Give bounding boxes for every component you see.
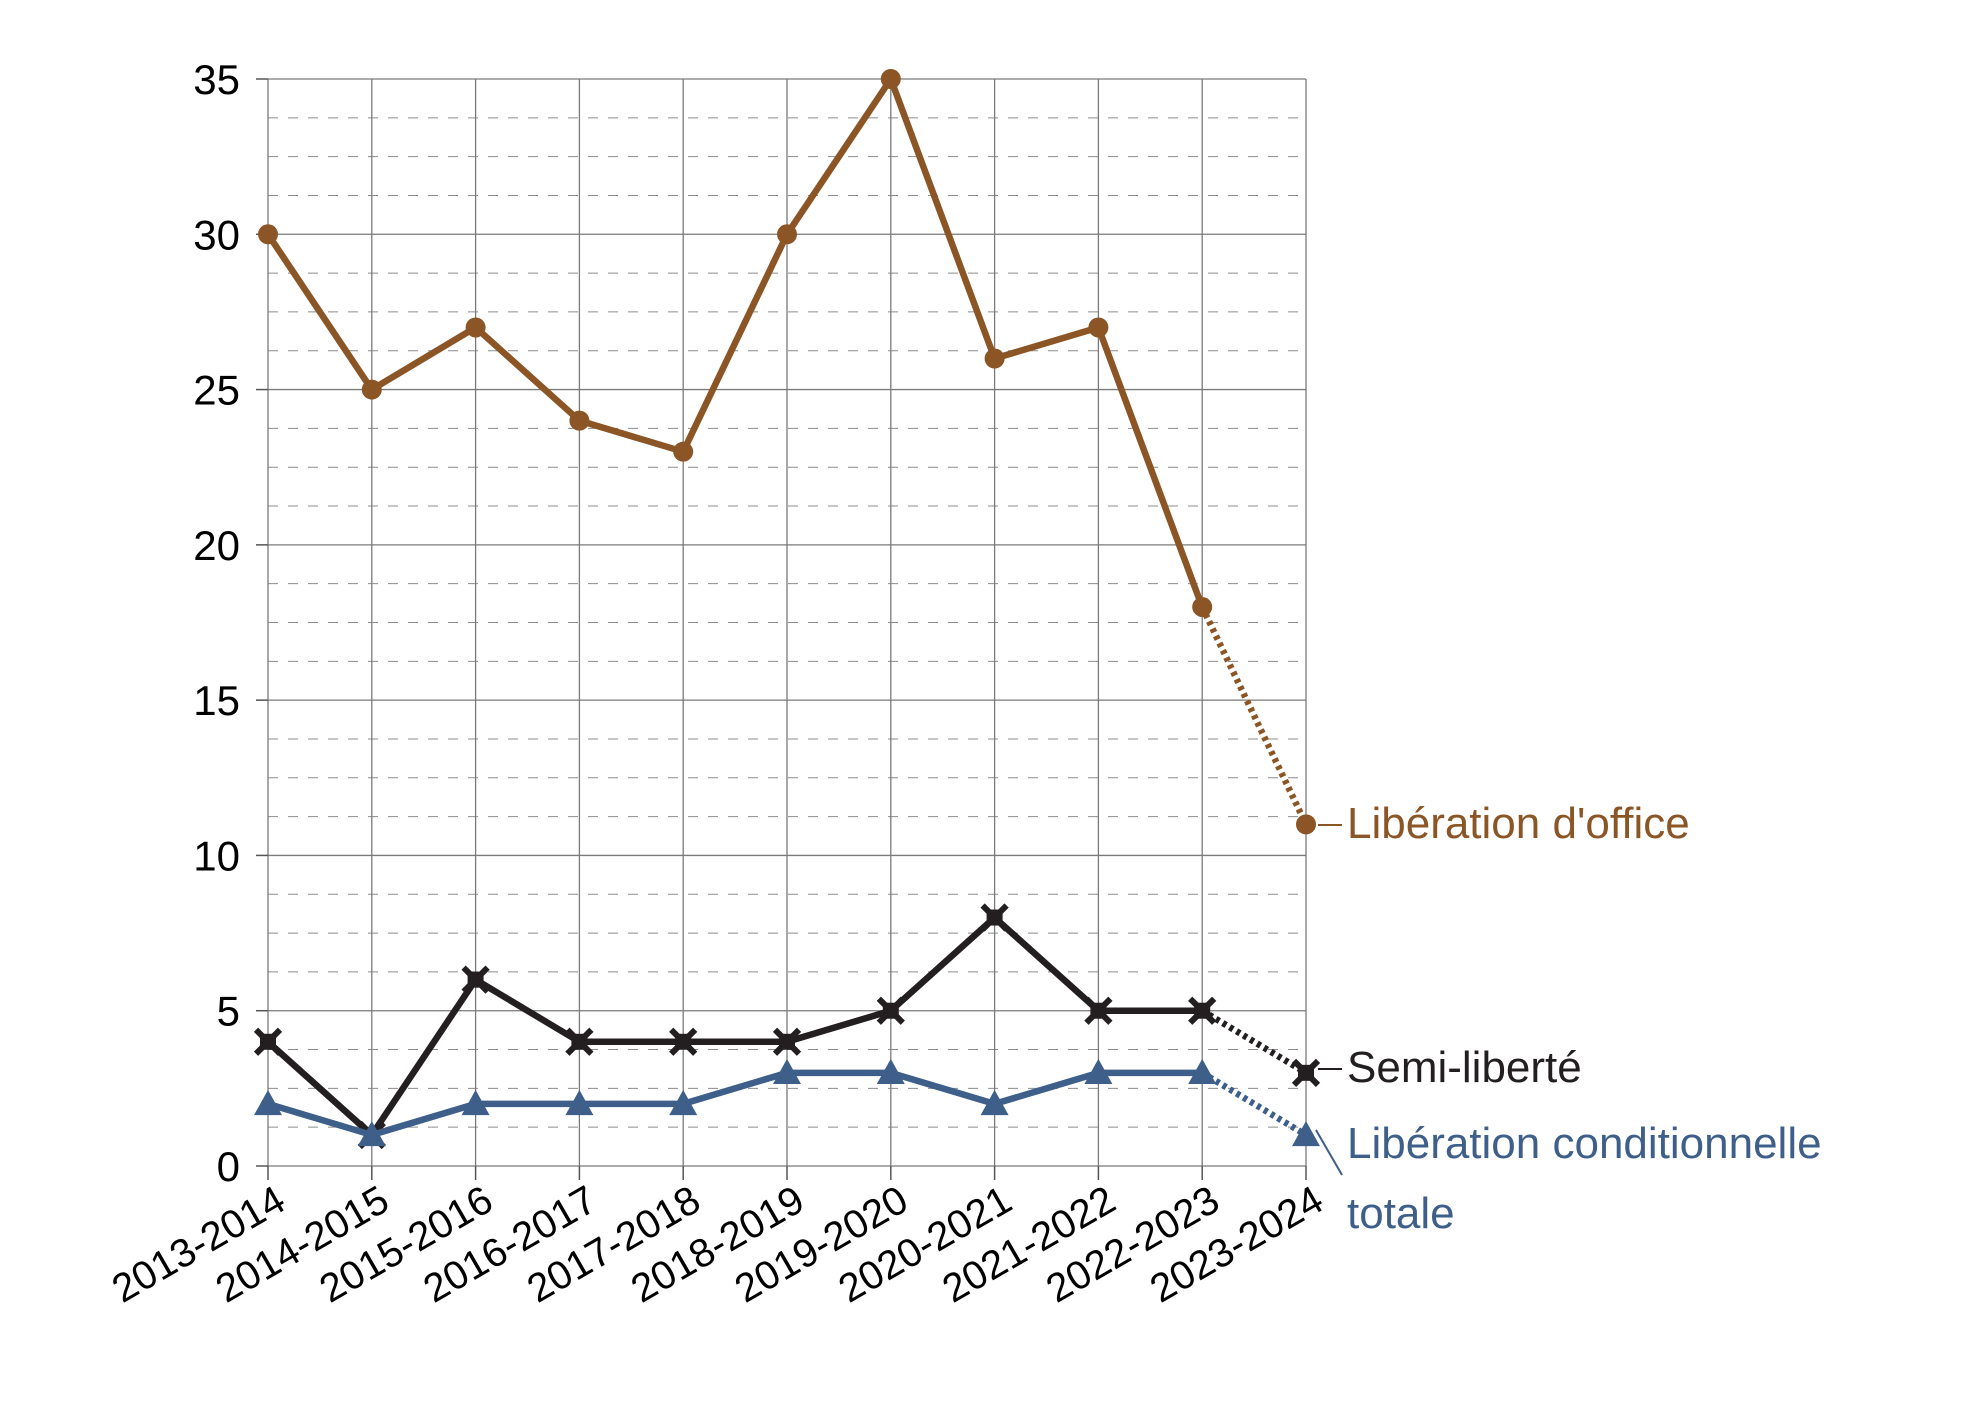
data-point	[980, 903, 1009, 932]
data-point	[980, 1089, 1009, 1116]
data-point	[461, 1089, 490, 1116]
series-path	[264, 75, 1206, 611]
x-axis: 2013-20142014-20152015-20162016-20172017…	[105, 1166, 1331, 1311]
data-point	[465, 317, 486, 338]
data-point	[565, 1089, 594, 1116]
y-tick-label: 20	[193, 522, 240, 569]
y-tick-label: 0	[217, 1143, 240, 1190]
data-point	[1088, 317, 1109, 338]
data-point	[461, 965, 490, 994]
data-point	[253, 1027, 283, 1056]
data-point	[565, 1027, 594, 1056]
data-point	[1188, 996, 1217, 1025]
y-tick-label: 25	[193, 367, 240, 414]
data-point	[673, 441, 694, 462]
data-point	[357, 1120, 386, 1147]
series-line	[254, 1058, 1320, 1147]
series-path	[264, 914, 1206, 1139]
series-label: Semi-liberté	[1347, 1043, 1582, 1092]
projection-segment	[1200, 1007, 1308, 1076]
data-point	[984, 348, 1005, 369]
data-point	[1291, 1058, 1321, 1087]
data-point	[880, 69, 901, 89]
y-tick-label: 35	[193, 56, 240, 103]
data-point	[773, 1058, 801, 1085]
data-point	[669, 1027, 698, 1056]
label-leader-line	[1315, 1129, 1343, 1176]
data-point	[1296, 814, 1316, 835]
projection-segment	[1199, 605, 1309, 826]
series-labels: Libération d'office Semi-liberté Libératio…	[1315, 799, 1822, 1238]
y-tick-label: 15	[193, 677, 240, 724]
data-point	[254, 1089, 282, 1116]
series-label: Libération d'office	[1347, 799, 1690, 848]
data-point	[258, 224, 278, 245]
data-point	[876, 1058, 905, 1085]
series-path	[264, 1069, 1206, 1139]
projection-segment	[1200, 1070, 1308, 1138]
series-group	[253, 69, 1321, 1150]
data-point	[772, 1027, 802, 1056]
data-point	[876, 996, 905, 1025]
data-point	[1084, 996, 1113, 1025]
data-point	[777, 224, 797, 245]
series-line	[258, 69, 1316, 835]
data-point	[1292, 1120, 1320, 1147]
data-point	[361, 379, 382, 400]
series-label: Libération conditionnelle	[1347, 1119, 1822, 1168]
data-point	[669, 1089, 698, 1116]
data-point	[1192, 596, 1213, 617]
y-axis: 0 5 10 15 20 25 30 35	[193, 56, 268, 1190]
series-label-line2: totale	[1347, 1189, 1455, 1238]
data-point	[569, 410, 590, 431]
y-tick-label: 10	[193, 832, 240, 879]
data-point	[1084, 1058, 1113, 1085]
y-tick-label: 30	[193, 211, 240, 258]
data-point	[1188, 1058, 1217, 1085]
y-tick-label: 5	[217, 988, 240, 1035]
